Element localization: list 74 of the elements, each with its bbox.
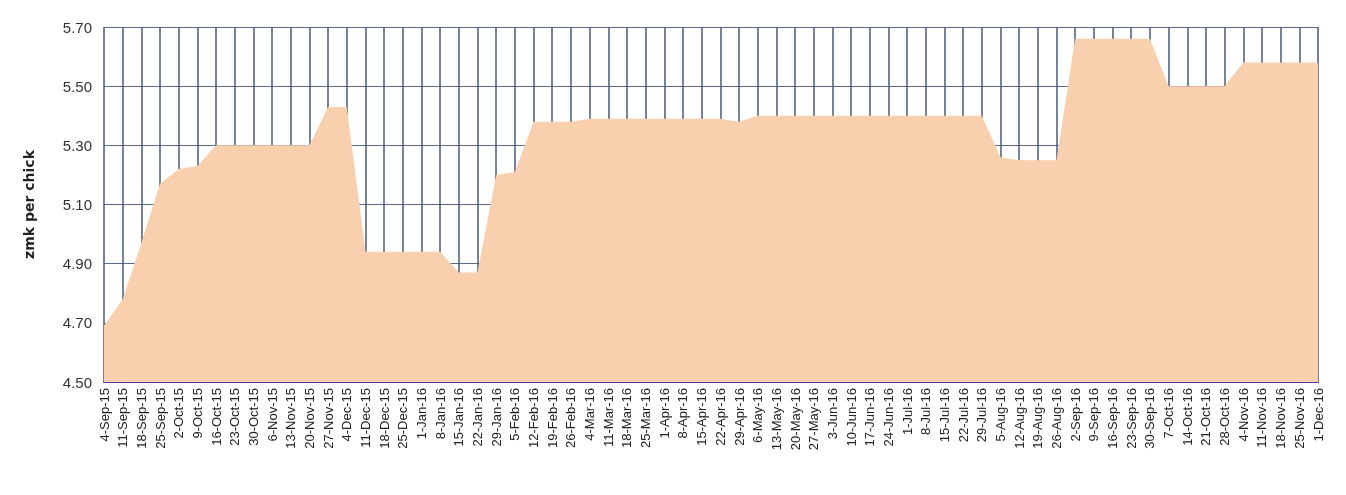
x-tick-label: 22-Jan-16: [470, 388, 486, 447]
x-tick-label: 15-Apr-16: [694, 388, 710, 446]
x-tick-label: 16-Oct-15: [208, 388, 224, 446]
x-tick-label: 10-Jun-16: [843, 388, 859, 447]
x-tick-label: 12-Aug-16: [1011, 388, 1027, 449]
x-tick-label: 20-Nov-15: [301, 388, 317, 449]
x-tick-label: 28-Oct-16: [1217, 388, 1233, 446]
x-tick-label: 2-Sep-16: [1067, 388, 1083, 442]
x-tick-label: 23-Oct-15: [227, 388, 243, 446]
x-tick-label: 11-Nov-16: [1254, 388, 1270, 448]
x-tick-label: 8-Apr-16: [675, 388, 691, 439]
y-tick-label: 4.70: [62, 314, 92, 332]
x-tick-label: 18-Nov-16: [1273, 388, 1289, 449]
x-tick-label: 2-Oct-15: [171, 388, 187, 439]
x-tick-label: 25-Nov-16: [1291, 388, 1307, 449]
x-tick-label: 27-May-16: [806, 388, 822, 451]
x-tick-label: 30-Oct-15: [245, 388, 261, 446]
x-tick-label: 24-Jun-16: [880, 388, 896, 447]
x-tick-label: 29-Jul-16: [974, 388, 990, 443]
x-tick-label: 25-Sep-15: [152, 388, 168, 449]
x-tick-label: 13-May-16: [768, 388, 784, 451]
x-tick-label: 29-Apr-16: [731, 388, 747, 446]
x-tick-label: 8-Jul-16: [918, 388, 934, 435]
x-tick-label: 4-Sep-15: [96, 388, 112, 442]
x-tick-label: 1-Jan-16: [414, 388, 430, 440]
x-tick-label: 21-Oct-16: [1198, 388, 1214, 446]
x-tick-label: 9-Oct-15: [189, 388, 205, 439]
x-tick-label: 6-Nov-15: [264, 388, 280, 442]
x-tick-label: 12-Feb-16: [526, 388, 542, 448]
x-tick-label: 19-Feb-16: [544, 388, 560, 448]
x-tick-label: 23-Sep-16: [1123, 388, 1139, 449]
x-tick-label: 4-Mar-16: [582, 388, 598, 441]
y-tick-label: 5.30: [62, 136, 92, 154]
x-tick-label: 8-Jan-16: [432, 388, 448, 440]
y-tick-label: 5.70: [62, 18, 92, 36]
x-tick-label: 16-Sep-16: [1105, 388, 1121, 449]
y-tick-label: 5.50: [62, 77, 92, 95]
x-tick-label: 15-Jan-16: [451, 388, 467, 447]
x-tick-label: 11-Mar-16: [600, 388, 616, 448]
x-tick-label: 15-Jul-16: [936, 388, 952, 443]
x-tick-label: 4-Dec-15: [339, 388, 355, 442]
x-tick-label: 3-Jun-16: [824, 388, 840, 440]
x-tick-label: 1-Apr-16: [656, 388, 672, 439]
x-tick-label: 4-Nov-16: [1235, 388, 1251, 442]
x-tick-label: 18-Sep-15: [133, 388, 149, 449]
x-tick-label: 22-Apr-16: [712, 388, 728, 446]
x-tick-label: 29-Jan-16: [488, 388, 504, 447]
y-tick-label: 4.90: [62, 255, 92, 273]
x-tick-label: 14-Oct-16: [1179, 388, 1195, 446]
y-tick-label: 4.50: [62, 373, 92, 391]
x-tick-label: 6-May-16: [750, 388, 766, 443]
x-tick-label: 5-Feb-16: [507, 388, 523, 441]
x-tick-label: 1-Dec-16: [1310, 388, 1326, 442]
x-tick-label: 30-Sep-16: [1142, 388, 1158, 449]
x-tick-label: 26-Feb-16: [563, 388, 579, 448]
x-tick-label: 9-Sep-16: [1086, 388, 1102, 442]
x-tick-label: 18-Dec-15: [376, 388, 392, 449]
x-tick-label: 25-Dec-15: [395, 388, 411, 449]
x-tick-label: 7-Oct-16: [1161, 388, 1177, 439]
x-tick-label: 19-Aug-16: [1030, 388, 1046, 449]
y-axis-title: zmk per chick: [21, 149, 37, 259]
x-tick-label: 20-May-16: [787, 388, 803, 451]
x-tick-label: 5-Aug-16: [992, 388, 1008, 442]
x-tick-label: 27-Nov-15: [320, 388, 336, 449]
x-tick-label: 13-Nov-15: [283, 388, 299, 449]
x-tick-label: 1-Jul-16: [899, 388, 915, 435]
x-tick-label: 17-Jun-16: [862, 388, 878, 447]
x-tick-label: 11-Dec-15: [357, 388, 373, 448]
x-tick-label: 18-Mar-16: [619, 388, 635, 448]
y-tick-label: 5.10: [62, 196, 92, 213]
x-tick-label: 11-Sep-15: [115, 388, 131, 448]
x-tick-label: 22-Jul-16: [955, 388, 971, 443]
x-tick-label: 25-Mar-16: [638, 388, 654, 448]
x-tick-label: 26-Aug-16: [1049, 388, 1065, 449]
